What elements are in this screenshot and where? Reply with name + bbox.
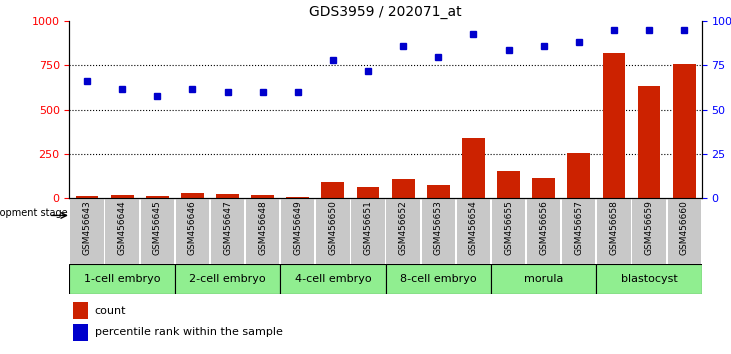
Bar xyxy=(427,185,450,198)
Bar xyxy=(357,187,379,198)
Bar xyxy=(211,198,244,264)
Text: percentile rank within the sample: percentile rank within the sample xyxy=(95,327,283,337)
Text: 1-cell embryo: 1-cell embryo xyxy=(84,274,160,284)
Bar xyxy=(72,324,88,341)
Title: GDS3959 / 202071_at: GDS3959 / 202071_at xyxy=(309,5,462,19)
Bar xyxy=(491,264,596,294)
Bar xyxy=(392,179,414,198)
Bar xyxy=(322,182,344,198)
Bar xyxy=(246,198,279,264)
Bar xyxy=(75,195,99,198)
Bar xyxy=(146,196,169,198)
Bar xyxy=(667,198,701,264)
Text: GSM456660: GSM456660 xyxy=(680,200,689,255)
Bar xyxy=(216,194,239,198)
Text: development stage: development stage xyxy=(0,207,68,218)
Bar xyxy=(287,197,309,198)
Text: GSM456647: GSM456647 xyxy=(223,200,232,255)
Bar xyxy=(70,198,104,264)
Text: GSM456653: GSM456653 xyxy=(433,200,443,255)
Text: count: count xyxy=(95,306,126,316)
Bar xyxy=(140,198,174,264)
Bar xyxy=(532,178,555,198)
Bar xyxy=(567,153,590,198)
Bar xyxy=(462,138,485,198)
Bar xyxy=(251,195,274,198)
Bar xyxy=(637,86,661,198)
Text: GSM456651: GSM456651 xyxy=(363,200,373,255)
Bar xyxy=(387,198,420,264)
Text: GSM456650: GSM456650 xyxy=(328,200,338,255)
Bar xyxy=(175,198,209,264)
Text: 8-cell embryo: 8-cell embryo xyxy=(400,274,477,284)
Text: GSM456648: GSM456648 xyxy=(258,200,267,255)
Bar xyxy=(497,171,520,198)
Text: 2-cell embryo: 2-cell embryo xyxy=(189,274,266,284)
Text: GSM456658: GSM456658 xyxy=(610,200,618,255)
Text: blastocyst: blastocyst xyxy=(621,274,678,284)
Text: GSM456652: GSM456652 xyxy=(398,200,408,255)
Bar xyxy=(492,198,526,264)
Bar xyxy=(673,64,696,198)
Bar xyxy=(175,264,280,294)
Bar xyxy=(72,302,88,319)
Bar xyxy=(602,53,625,198)
Text: GSM456649: GSM456649 xyxy=(293,200,303,255)
Text: GSM456656: GSM456656 xyxy=(539,200,548,255)
Bar xyxy=(562,198,596,264)
Bar xyxy=(280,264,386,294)
Text: GSM456644: GSM456644 xyxy=(118,200,126,255)
Text: GSM456643: GSM456643 xyxy=(83,200,91,255)
Text: GSM456646: GSM456646 xyxy=(188,200,197,255)
Bar xyxy=(386,264,491,294)
Bar xyxy=(422,198,455,264)
Text: 4-cell embryo: 4-cell embryo xyxy=(295,274,371,284)
Bar xyxy=(457,198,490,264)
Text: GSM456654: GSM456654 xyxy=(469,200,478,255)
Text: GSM456645: GSM456645 xyxy=(153,200,162,255)
Text: GSM456659: GSM456659 xyxy=(645,200,654,255)
Bar xyxy=(352,198,385,264)
Text: morula: morula xyxy=(524,274,564,284)
Bar xyxy=(69,264,175,294)
Bar xyxy=(596,264,702,294)
Text: GSM456655: GSM456655 xyxy=(504,200,513,255)
Text: GSM456657: GSM456657 xyxy=(575,200,583,255)
Bar xyxy=(281,198,314,264)
Bar xyxy=(317,198,349,264)
Bar xyxy=(181,193,204,198)
Bar xyxy=(105,198,139,264)
Bar xyxy=(110,195,134,198)
Bar xyxy=(597,198,631,264)
Bar xyxy=(527,198,561,264)
Bar xyxy=(632,198,666,264)
